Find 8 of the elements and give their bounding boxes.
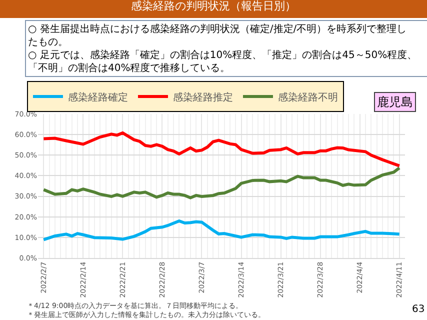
text: 鹿児島 xyxy=(377,95,413,109)
legend-label: 感染経路確定 xyxy=(68,91,128,104)
text: 63 xyxy=(412,304,425,315)
text: ○ 足元では、感染経路「確定」の割合は10%程度、「推定」の割合は45～50%程度、「不明」の割合は40%程度で推移している。 xyxy=(28,49,418,74)
legend-label: 感染経路推定 xyxy=(172,91,233,104)
chart-title: 感染経路の判明状況（報告日別） xyxy=(131,0,296,12)
legend-label: 感染経路不明 xyxy=(278,91,338,104)
text: ○ 発生届提出時点における感染経路の判明状況（確定/推定/不明）を時系列で整理したもの。 xyxy=(28,23,407,48)
